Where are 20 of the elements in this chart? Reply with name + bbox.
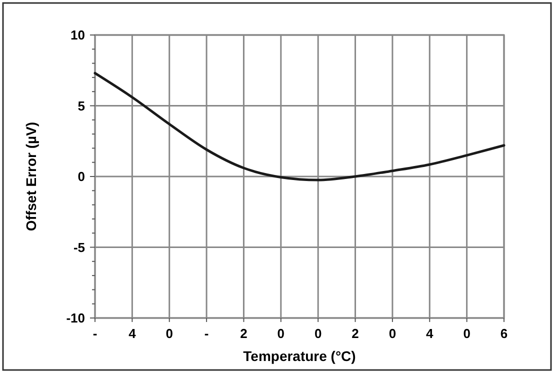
- x-tick-label: -: [92, 326, 98, 341]
- x-tick-label: 0: [277, 326, 285, 341]
- x-tick-label: 4: [426, 326, 434, 341]
- y-tick-label: 0: [78, 169, 85, 184]
- y-tick-label: -5: [73, 240, 85, 255]
- y-tick-label: 10: [70, 28, 85, 43]
- line-series: [94, 72, 506, 182]
- x-tick-label: 0: [166, 326, 173, 341]
- x-tick-label: -: [204, 326, 209, 341]
- x-tick-label: 0: [314, 326, 322, 341]
- x-tick-label: 2: [240, 326, 248, 341]
- y-tick-label: -10: [66, 310, 85, 326]
- x-axis-title: Temperature (°C): [243, 348, 356, 364]
- x-tick-label: 0: [463, 326, 470, 341]
- x-tick-label: 0: [388, 326, 396, 341]
- x-tick-label: 2: [352, 326, 359, 341]
- x-tick-label: 4: [128, 326, 137, 341]
- y-axis-title: Offset Error (µV): [23, 122, 39, 232]
- x-tick-label: 6: [500, 326, 508, 341]
- y-tick-label: 5: [78, 98, 85, 114]
